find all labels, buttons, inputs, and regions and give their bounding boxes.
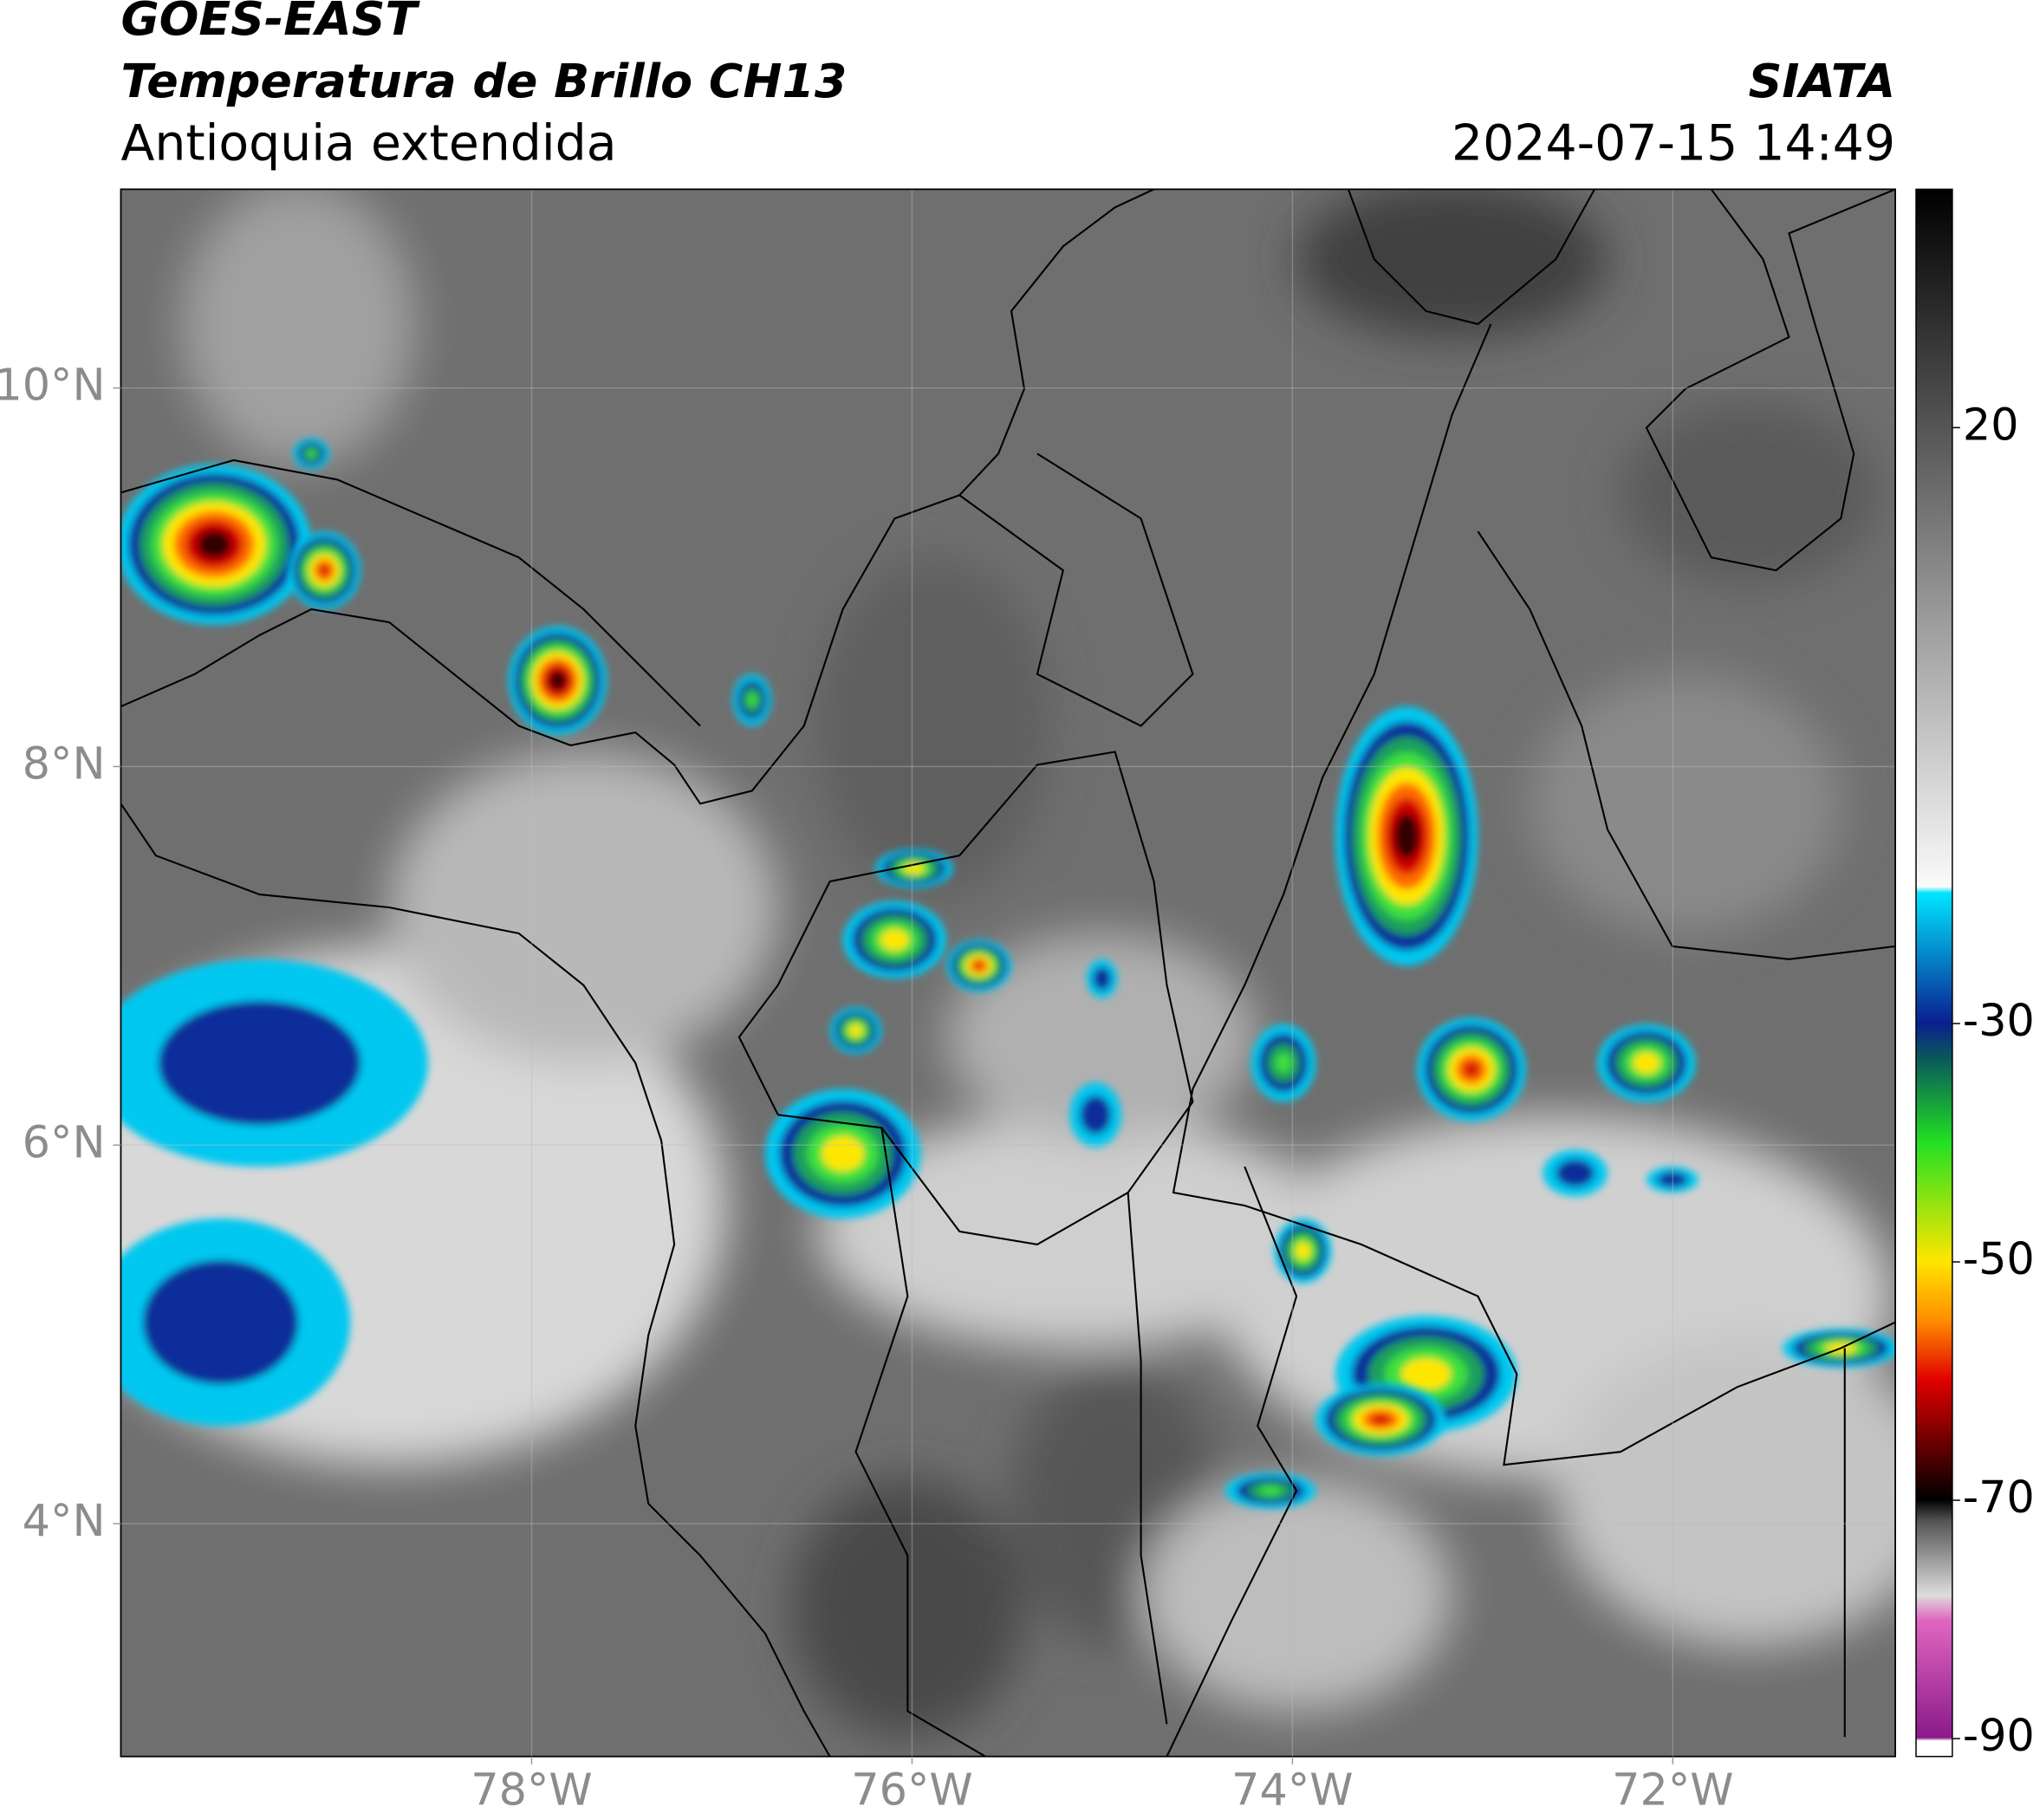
colorbar-tick-label: -90 (1963, 1710, 2033, 1761)
storm-cell (764, 1089, 921, 1219)
cell-layer (1295, 1242, 1311, 1260)
cell-layer (1092, 966, 1112, 991)
storm-cell (293, 438, 330, 470)
coastline (120, 189, 1154, 805)
coastline (120, 458, 701, 727)
country-border (1172, 323, 1896, 1466)
cell-layer (974, 962, 984, 970)
colorbar-tick-label: -50 (1963, 1233, 2033, 1284)
storm-cell (946, 939, 1012, 992)
cell-layer (880, 929, 909, 951)
x-tick-label: 72°W (1612, 1765, 1733, 1816)
storm-cell (508, 626, 607, 736)
borders (120, 189, 1896, 1757)
storm-cell (732, 673, 772, 726)
cell-layer (1275, 1053, 1292, 1073)
colorbar-tick-label: 20 (1963, 399, 2019, 450)
storm-cell (1646, 1167, 1698, 1193)
cell-layer (1080, 1095, 1112, 1134)
cell-layer (1371, 1414, 1390, 1425)
datetime-label: 2024-07-15 14:49 (1452, 115, 1895, 172)
colorbar-tick-label: -30 (1963, 995, 2033, 1046)
map-area (120, 189, 1896, 1757)
coastline (1645, 189, 1896, 572)
cell-layer (848, 1024, 863, 1037)
axes: 78°W 76°W 74°W 72°W 4°N 6°N 8°N 10°N -90 -70 -50 -3… (0, 360, 2033, 1816)
department-border (1166, 1166, 1298, 1757)
storm-cell (1274, 1218, 1332, 1284)
cell-layer (1656, 1172, 1688, 1188)
storm-cell (1315, 1382, 1446, 1456)
cloud-texture (120, 189, 1896, 1738)
x-tick-label: 74°W (1231, 1765, 1353, 1816)
cell-layer (142, 1259, 299, 1385)
storm-cell (120, 1219, 351, 1427)
cell-layer (747, 693, 757, 707)
country-border (1477, 530, 1896, 960)
map-frame (120, 188, 1896, 1758)
cell-layer (1464, 1062, 1479, 1077)
cell-layer (307, 450, 316, 458)
storm-cell (288, 531, 361, 609)
cell-layer (1633, 1052, 1660, 1074)
cell-layer (1393, 813, 1419, 860)
y-tick-label: 6°N (23, 1116, 106, 1167)
department-border (1127, 1192, 1168, 1725)
x-tick-label: 76°W (851, 1765, 972, 1816)
cell-layer (197, 530, 231, 559)
y-tick-label: 4°N (23, 1495, 106, 1546)
x-tick-label: 78°W (471, 1765, 592, 1816)
storm-cell (874, 848, 953, 888)
storm-cell (842, 900, 947, 979)
cell-layer (822, 1135, 865, 1172)
department-border (958, 452, 1194, 727)
source-label: SIATA (1749, 54, 1896, 108)
colorbar (1915, 188, 1953, 1758)
storm-cell (1250, 1024, 1316, 1102)
department-border (737, 751, 1194, 1245)
storm-cell (120, 464, 312, 625)
cell-layer (1401, 1358, 1452, 1390)
storm-cell (1069, 1082, 1122, 1147)
cell-layer (158, 1000, 361, 1126)
storm-cell (829, 1007, 882, 1055)
cell-layer (1556, 1159, 1595, 1187)
storm-cell (120, 959, 428, 1167)
colorbar-tick-label: -70 (1963, 1472, 2033, 1523)
region-subtitle: Antioquia extendida (120, 115, 616, 172)
storm-cell (1335, 706, 1478, 966)
storm-cell (1086, 959, 1118, 998)
y-tick-label: 8°N (23, 738, 106, 789)
department-border (854, 1128, 986, 1757)
storm-cell (1224, 1472, 1316, 1510)
product-title: Temperatura de Brillo CH13 (120, 54, 847, 108)
storm-cell (1597, 1024, 1696, 1102)
storm-cell (1543, 1149, 1608, 1197)
cell-layer (1259, 1485, 1283, 1496)
cell-layer (319, 564, 330, 576)
coastline (120, 803, 831, 1757)
coastline (1347, 189, 1596, 326)
graticule (120, 189, 1896, 1757)
y-tick-label: 10°N (0, 360, 106, 411)
cell-layer (549, 671, 567, 691)
storm-cell (1417, 1017, 1526, 1121)
cloud-tops (120, 438, 1896, 1510)
satellite-title: GOES-EAST (120, 0, 420, 46)
